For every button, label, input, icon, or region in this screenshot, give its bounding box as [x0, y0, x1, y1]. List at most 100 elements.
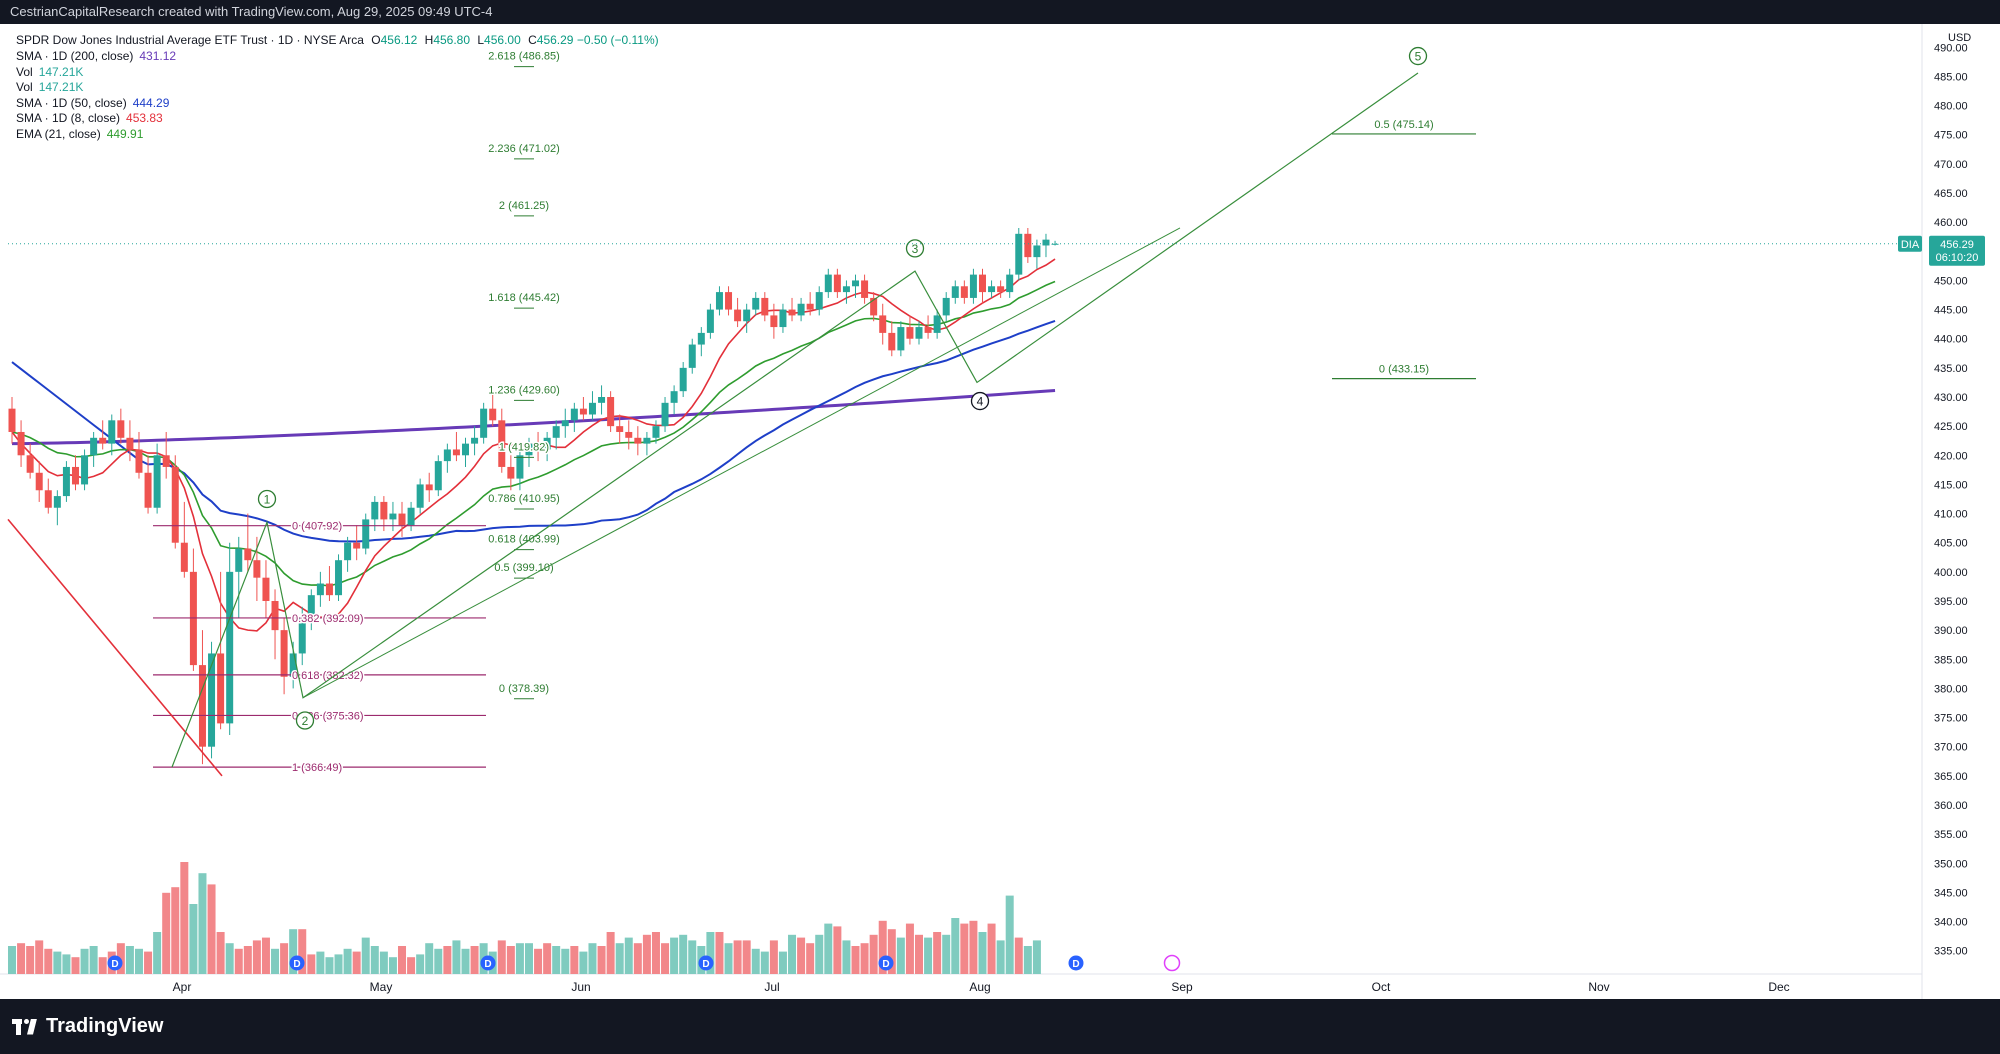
legend-value: 431.12 [139, 49, 177, 63]
price-tick: 475.00 [1934, 130, 1968, 142]
candle-body [90, 437, 98, 456]
volume-bar [788, 934, 797, 974]
volume-bar [651, 932, 660, 974]
candle-body [525, 443, 533, 456]
volume-bar [597, 946, 606, 974]
volume-bar [552, 946, 561, 974]
volume-bar [688, 940, 697, 974]
legend-ema21[interactable]: EMA (21, close) 449.91 [16, 127, 176, 143]
volume-bar [144, 951, 153, 974]
fib-level-label: 0.618 (382.32) [292, 670, 364, 682]
low-value: 456.00 [484, 33, 521, 47]
last-price-value: 456.29 [1940, 239, 1974, 251]
volume-bar [851, 946, 860, 974]
volume-bar [1014, 937, 1023, 974]
volume-bar [733, 940, 742, 974]
wave-circle [1408, 46, 1428, 66]
volume-bar [833, 926, 842, 974]
dividend-icon [698, 955, 714, 971]
wave-1-label: 1 [257, 489, 277, 509]
legend-label: Vol [16, 64, 33, 79]
candle-body [988, 286, 996, 293]
candle-series [8, 227, 1059, 765]
fib-extension: 2.618 (486.85) 2.236 (471.02) 2 (461.25) 1.… [487, 49, 561, 700]
candle-body [217, 653, 225, 724]
legend-sma8[interactable]: SMA · 1D (8, close) 453.83 [16, 111, 176, 127]
volume-bar [524, 943, 533, 974]
candle-body [779, 309, 787, 328]
candle-body [1051, 243, 1059, 245]
candle-body [26, 455, 34, 473]
low-label: L [477, 33, 485, 47]
dividend-letter: D [484, 959, 491, 970]
candle-body [35, 472, 43, 491]
candle-body [1042, 239, 1050, 246]
fib-projection: 0.5 (475.14) 0 (433.15) [1332, 119, 1476, 380]
candle-body [888, 332, 896, 351]
chart-area[interactable]: USD 490.00 485.00 480.00 475.00 470.00 465.00 4… [0, 24, 2000, 999]
candle-body [471, 437, 479, 444]
fib-ext-label: 2 (461.25) [499, 200, 549, 212]
volume-bar [1023, 946, 1032, 974]
volume-bar [271, 948, 280, 974]
candle-body [235, 548, 243, 572]
legend-value: 449.91 [106, 126, 144, 141]
symbol-tag-text: DIA [1901, 239, 1920, 251]
volume-bar [89, 946, 98, 974]
volume-bar [996, 940, 1005, 974]
legend-sma50[interactable]: SMA · 1D (50, close) 444.29 [16, 96, 176, 112]
dividend-icon [1068, 955, 1084, 971]
candle-body [933, 315, 941, 333]
attribution-bar: CestrianCapitalResearch created with Tra… [0, 0, 2000, 24]
wave-circle [257, 489, 277, 509]
wave-number: 4 [977, 395, 984, 409]
legend-label: SMA · 1D (8, close) [16, 111, 121, 125]
price-tick: 400.00 [1934, 567, 1968, 579]
volume-bar [769, 940, 778, 974]
fib-proj-label: 0.5 (475.14) [1374, 119, 1433, 131]
candle-body [743, 309, 751, 322]
candle-body [316, 583, 324, 596]
candle-body [135, 449, 143, 473]
candle-body [588, 402, 596, 415]
candle-body [1015, 233, 1023, 275]
volume-bar [815, 934, 824, 974]
price-tick: 360.00 [1934, 800, 1968, 812]
legend-vol-2[interactable]: Vol 147.21K [16, 80, 176, 96]
time-axis-label: Nov [1588, 980, 1609, 994]
time-axis-label: Jun [571, 980, 590, 994]
candle-body [770, 315, 778, 328]
volume-bar [615, 943, 624, 974]
legend-sma200[interactable]: SMA · 1D (200, close) 431.12 [16, 49, 176, 65]
candle-body [534, 443, 542, 450]
volume-bar [443, 946, 452, 974]
candle-body [53, 496, 61, 508]
time-axis-label: Sep [1171, 980, 1193, 994]
open-label: O [371, 33, 381, 47]
candle-body [616, 426, 624, 432]
fib-ext-label: 2.236 (471.02) [488, 143, 560, 155]
volume-bar [987, 923, 996, 974]
price-tick: 385.00 [1934, 654, 1968, 666]
candle-body [344, 542, 352, 561]
volume-bar [379, 951, 388, 974]
volume-bar [316, 951, 325, 974]
candle-body [1024, 233, 1032, 258]
legend-vol[interactable]: Vol 147.21K [16, 65, 176, 81]
candle-body [516, 455, 524, 479]
volume-bar [325, 957, 334, 974]
wave-channel-line [302, 227, 1181, 699]
candle-body [244, 548, 252, 561]
tradingview-logo[interactable]: TradingView [12, 1015, 163, 1038]
candle-body [425, 484, 433, 491]
volume-bar [824, 923, 833, 974]
fib-proj-label: 0 (433.15) [1379, 364, 1429, 376]
sma8-line [11, 258, 1056, 632]
volume-bar [579, 951, 588, 974]
candle-body [298, 618, 306, 654]
dividend-marker: D [107, 955, 123, 971]
volume-bar [207, 884, 216, 974]
candle-body [879, 315, 887, 333]
volume-bar [942, 934, 951, 974]
